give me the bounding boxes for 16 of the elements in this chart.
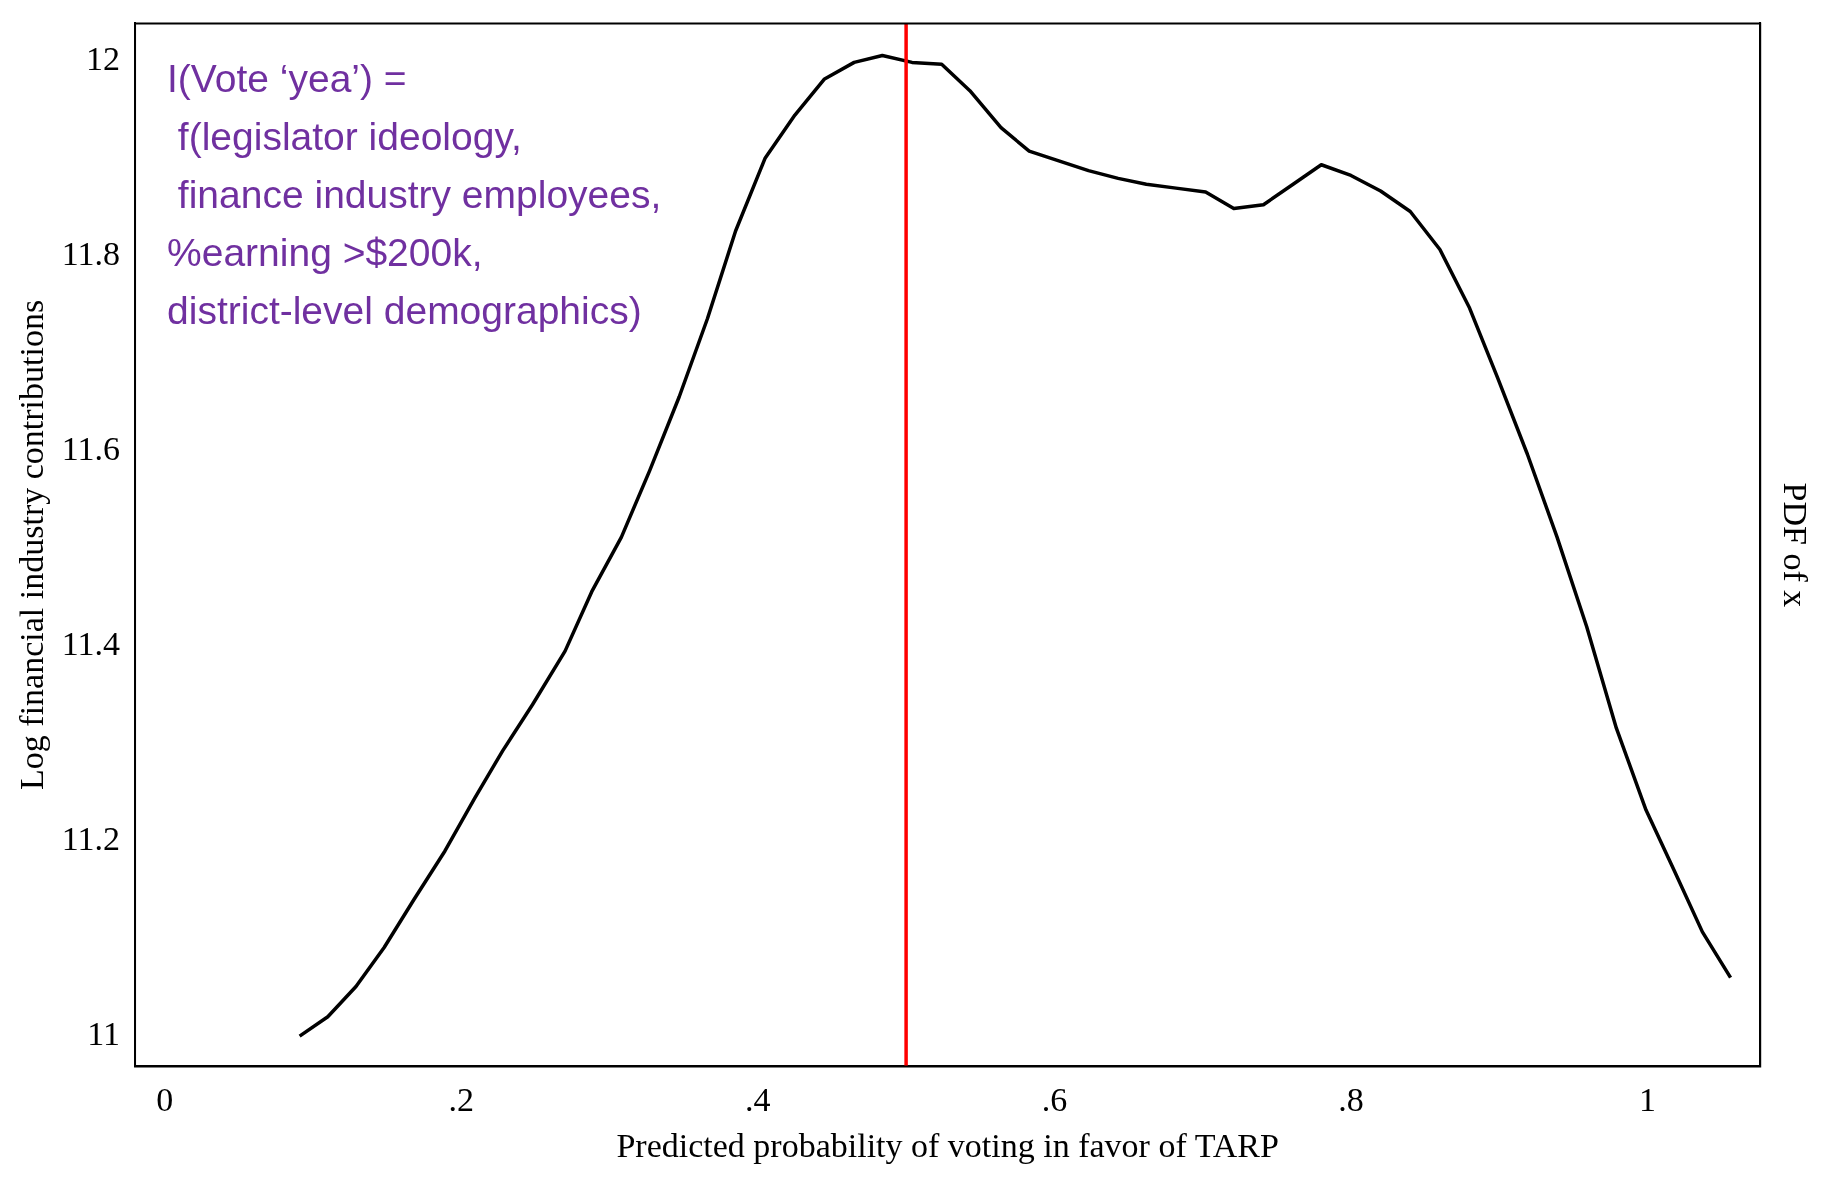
x-tick-label: 1: [1639, 1080, 1657, 1118]
y-tick-label: 11: [87, 1015, 121, 1053]
x-tick-label: .8: [1338, 1080, 1364, 1118]
x-tick-label: .6: [1041, 1080, 1068, 1118]
annotation: I(Vote ‘yea’) = f(legislator ideology, finance industry employees, %earning >$200k, district-level demographics): [167, 56, 662, 332]
x-tick-label: 0: [156, 1080, 174, 1118]
x-tick-label: .2: [448, 1080, 475, 1118]
y-tick-label: 11.4: [61, 625, 121, 663]
y-tick-label: 11.2: [61, 820, 121, 858]
y-tick-label: 12: [86, 40, 121, 78]
y-tick-label: 11.6: [61, 430, 121, 468]
y-tick-label: 11.8: [61, 235, 121, 273]
x-axis-title: Predicted probability of voting in favor of TARP: [616, 1126, 1279, 1164]
y-axis-title: Log financial industry contributions: [13, 299, 51, 790]
x-tick-label: .4: [745, 1080, 771, 1118]
y2-axis-title: PDF of x: [1776, 482, 1814, 608]
